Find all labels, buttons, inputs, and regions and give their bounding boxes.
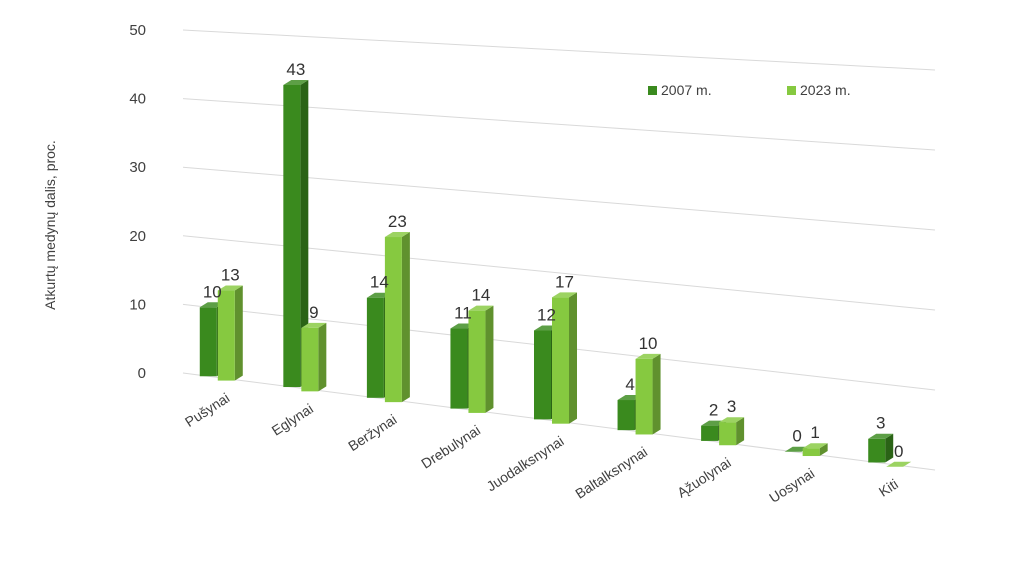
bar — [384, 232, 410, 403]
bar-side — [401, 232, 410, 403]
bar-top — [635, 353, 661, 359]
bar-front — [701, 425, 719, 441]
bar-side — [485, 305, 494, 413]
data-label: 0 — [894, 442, 903, 461]
data-label: 10 — [203, 282, 222, 301]
bar-side — [234, 285, 243, 381]
gridline — [182, 29, 936, 71]
data-label: 14 — [471, 286, 490, 305]
category-label: Beržynai — [345, 411, 399, 454]
bar-top — [283, 79, 309, 85]
data-label: 43 — [286, 60, 305, 79]
y-tick-label: 40 — [129, 91, 146, 108]
data-label: 0 — [792, 427, 801, 446]
bar-top — [217, 285, 243, 291]
data-label: 3 — [876, 414, 885, 433]
bar — [552, 292, 577, 424]
data-label: 1 — [810, 423, 819, 442]
bar — [635, 353, 661, 435]
bar-side — [318, 322, 327, 392]
y-tick-label: 0 — [138, 365, 146, 382]
bar — [868, 433, 894, 463]
y-tick-label: 50 — [129, 22, 146, 39]
category-label: Uosynai — [766, 465, 817, 506]
bar-top — [468, 305, 494, 311]
y-axis-label: Atkurtų medynų dalis, proc. — [42, 140, 58, 310]
bar — [217, 285, 243, 381]
bar-front — [366, 297, 384, 398]
bar-top — [552, 292, 577, 298]
data-label: 3 — [727, 397, 736, 416]
legend-label: 2023 m. — [800, 82, 851, 98]
bar — [301, 322, 327, 392]
bar — [802, 443, 828, 457]
data-label: 17 — [555, 272, 574, 291]
bar-top — [886, 461, 912, 467]
data-label: 10 — [639, 334, 658, 353]
bar-front — [552, 297, 569, 424]
legend: 2007 m. 2023 m. — [648, 82, 851, 98]
y-tick-label: 30 — [129, 159, 146, 176]
bar — [468, 305, 494, 413]
bar-side — [885, 433, 894, 463]
bar-top — [301, 322, 327, 328]
bar-side — [300, 79, 309, 388]
legend-swatch — [648, 86, 657, 95]
bar-top — [384, 232, 410, 238]
bar-side — [819, 443, 828, 457]
bar-side — [569, 292, 577, 424]
bar-front — [283, 84, 301, 388]
bar-front — [199, 307, 217, 377]
legend-label: 2007 m. — [661, 82, 712, 98]
bars — [199, 79, 912, 467]
category-label: Kiti — [876, 476, 901, 500]
bar-front — [450, 328, 468, 409]
data-label: 2 — [709, 401, 718, 420]
data-label: 12 — [537, 306, 556, 325]
y-axis-ticks: 0 10 20 30 40 50 — [129, 22, 146, 382]
bar-front — [617, 400, 635, 431]
bar-front — [384, 237, 402, 403]
category-label: Pušynai — [182, 389, 232, 430]
bar-top — [719, 417, 745, 423]
bar-front — [217, 290, 235, 381]
legend-swatch — [787, 86, 796, 95]
category-label: Drebulynai — [418, 422, 483, 472]
bar-front — [468, 310, 486, 413]
y-tick-label: 20 — [129, 228, 146, 245]
bar — [719, 417, 745, 446]
data-label: 13 — [221, 266, 240, 285]
bar-front — [719, 422, 737, 446]
data-label: 23 — [388, 212, 407, 231]
y-tick-label: 10 — [129, 296, 146, 313]
data-label: 14 — [370, 273, 389, 292]
category-label: Baltalksnynai — [572, 443, 650, 501]
bar-front — [534, 330, 551, 420]
bar-top — [868, 433, 894, 439]
bar — [886, 461, 912, 467]
data-label: 11 — [454, 304, 472, 323]
data-label: 4 — [625, 375, 634, 394]
bar-top — [802, 443, 828, 449]
bar-front — [802, 448, 820, 457]
bar-front — [301, 327, 319, 392]
bar — [283, 79, 309, 388]
bar-front — [868, 438, 886, 463]
data-label: 9 — [309, 303, 318, 322]
bar-side — [652, 353, 661, 435]
category-label: Eglynai — [269, 400, 316, 438]
category-label: Juodalksnynai — [484, 433, 567, 495]
category-label: Ąžuolynai — [674, 454, 734, 500]
bar-side — [736, 417, 745, 446]
bar-front — [635, 358, 653, 435]
